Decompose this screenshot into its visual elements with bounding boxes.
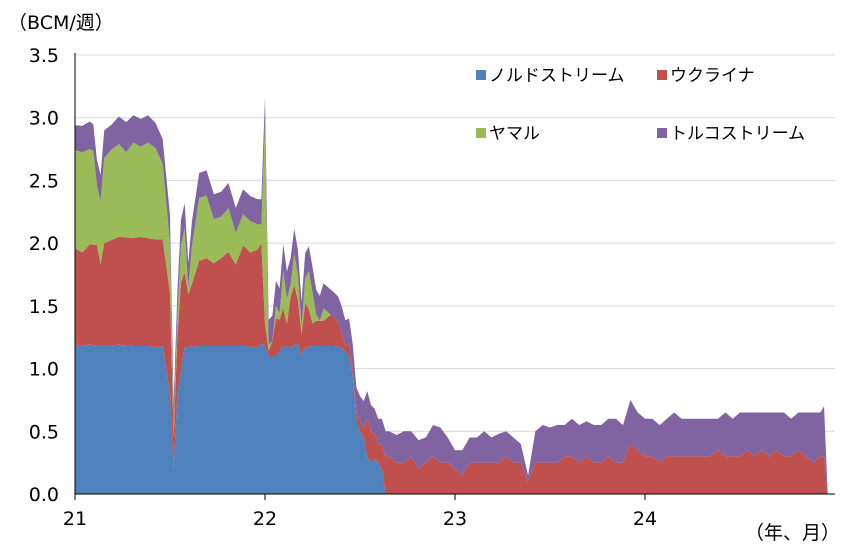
x-tick-label: 22 — [253, 508, 277, 530]
y-tick-labels: 0.0 0.5 1.0 1.5 2.0 2.5 3.0 3.5 — [29, 45, 59, 506]
y-tick-label: 1.0 — [29, 359, 59, 381]
x-tick-labels: 21 22 23 24 — [63, 508, 657, 530]
x-tick-label: 23 — [443, 508, 467, 530]
y-tick-label: 0.0 — [29, 484, 59, 506]
y-tick-label: 2.5 — [29, 170, 59, 192]
legend-swatch — [657, 128, 667, 138]
y-tick-label: 3.0 — [29, 108, 59, 130]
y-unit-label: （BCM/週） — [8, 12, 114, 34]
area-series-1 — [75, 343, 835, 494]
area-series-4 — [75, 97, 835, 495]
y-tick-label: 3.5 — [29, 45, 59, 67]
x-tick-label: 24 — [633, 508, 657, 530]
axes — [74, 53, 835, 500]
x-tick-label: 21 — [63, 508, 87, 530]
y-tick-label: 2.0 — [29, 233, 59, 255]
legend-label: ヤマル — [489, 124, 540, 144]
legend-label: トルコストリーム — [670, 124, 805, 144]
legend-swatch — [476, 128, 486, 138]
legend-label: ノルドストリーム — [489, 66, 625, 86]
legend-label: ウクライナ — [670, 66, 755, 86]
y-tick-label: 0.5 — [29, 421, 59, 443]
area-series-2 — [75, 236, 835, 494]
legend-swatch — [476, 70, 486, 80]
y-tick-label: 1.5 — [29, 296, 59, 318]
x-unit-label: （年、月） — [744, 522, 840, 544]
area-series-3 — [75, 122, 835, 494]
legend-swatch — [657, 70, 667, 80]
stacked-areas — [75, 97, 835, 495]
